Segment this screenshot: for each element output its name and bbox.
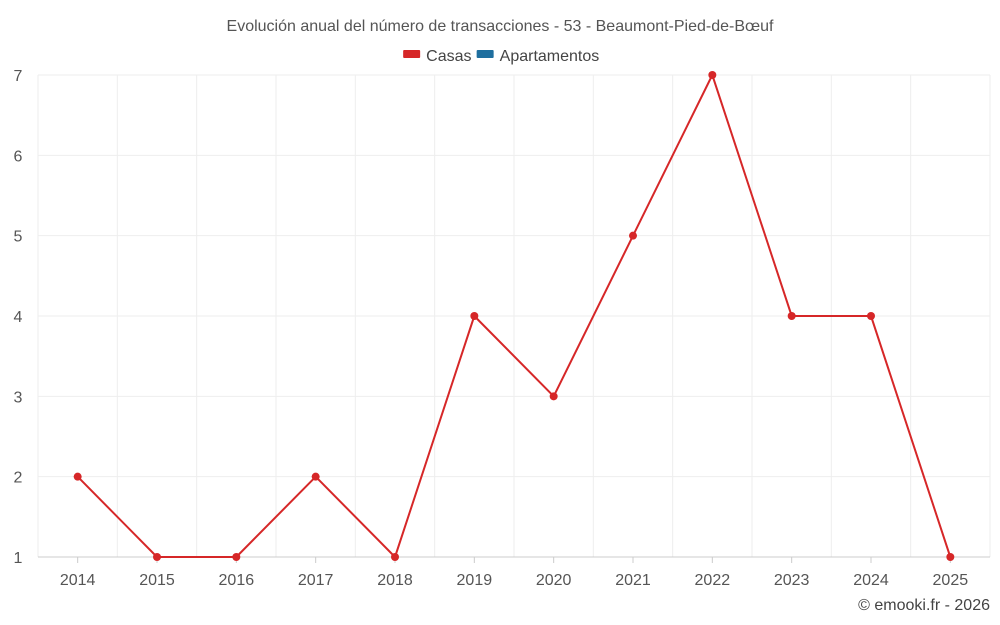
x-tick-label: 2025 <box>933 572 969 589</box>
y-tick-label: 1 <box>14 550 23 567</box>
legend-item-casas[interactable]: Casas <box>403 48 472 65</box>
legend-swatch <box>403 50 421 58</box>
series-layer <box>73 71 955 561</box>
legend-swatch <box>476 50 494 58</box>
x-tick-label: 2015 <box>139 572 175 589</box>
x-tick-label: 2021 <box>615 572 651 589</box>
y-tick-label: 7 <box>14 68 23 85</box>
legend-label: Casas <box>426 48 471 65</box>
data-point[interactable] <box>787 312 796 320</box>
data-point[interactable] <box>946 553 955 561</box>
data-point[interactable] <box>708 71 717 79</box>
data-point[interactable] <box>311 472 320 481</box>
data-point[interactable] <box>629 231 637 240</box>
x-tick-label: 2016 <box>219 572 255 589</box>
y-tick-label: 6 <box>14 148 23 165</box>
legend: Casas Apartamentos <box>403 48 599 65</box>
x-axis: 2014 2015 2016 2017 2018 2019 2020 2021 2022 2023… <box>38 556 990 589</box>
credit-text: © emooki.fr - 2026 <box>858 597 990 614</box>
data-point[interactable] <box>549 392 558 401</box>
series-line-casas <box>76 74 952 558</box>
x-tick-label: 2018 <box>377 572 413 589</box>
y-tick-label: 2 <box>14 470 23 487</box>
x-tick-label: 2014 <box>60 572 96 589</box>
x-tick-label: 2019 <box>457 572 493 589</box>
y-axis: 1 2 3 4 5 6 7 <box>14 68 23 567</box>
data-point[interactable] <box>232 553 241 561</box>
x-tick-label: 2020 <box>536 572 572 589</box>
chart-title: Evolución anual del número de transaccio… <box>227 18 775 35</box>
data-point[interactable] <box>470 312 479 320</box>
y-tick-label: 5 <box>14 229 23 246</box>
y-tick-label: 4 <box>14 309 23 326</box>
data-point[interactable] <box>153 553 161 561</box>
x-tick-label: 2024 <box>853 572 889 589</box>
legend-label: Apartamentos <box>500 48 600 65</box>
x-tick-label: 2023 <box>774 572 810 589</box>
legend-item-apartamentos[interactable]: Apartamentos <box>476 48 600 65</box>
data-point[interactable] <box>73 472 82 481</box>
data-point[interactable] <box>867 312 875 320</box>
data-point[interactable] <box>391 553 399 561</box>
x-tick-label: 2022 <box>695 572 731 589</box>
x-tick-label: 2017 <box>298 572 334 589</box>
y-tick-label: 3 <box>14 389 23 406</box>
